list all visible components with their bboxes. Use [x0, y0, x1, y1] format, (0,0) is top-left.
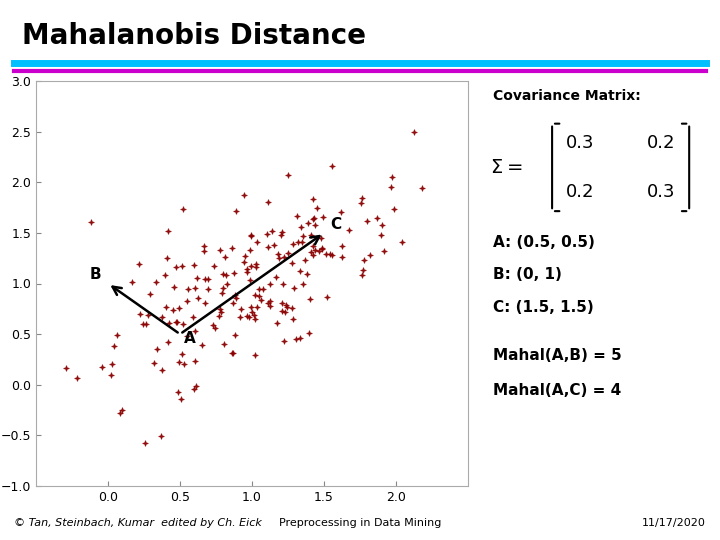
Text: Mahal(A,B) = 5: Mahal(A,B) = 5: [493, 348, 622, 363]
Text: 0.2: 0.2: [566, 183, 595, 201]
Text: 0.2: 0.2: [647, 134, 675, 152]
Text: 11/17/2020: 11/17/2020: [642, 518, 706, 528]
Text: 0.3: 0.3: [566, 134, 595, 152]
Text: B: (0, 1): B: (0, 1): [493, 267, 562, 282]
Text: A: A: [184, 331, 196, 346]
Text: © Tan, Steinbach, Kumar  edited by Ch. Eick: © Tan, Steinbach, Kumar edited by Ch. Ei…: [14, 518, 262, 528]
Text: $\Sigma=$: $\Sigma=$: [490, 158, 522, 177]
Text: 0.3: 0.3: [647, 183, 675, 201]
Text: Preprocessing in Data Mining: Preprocessing in Data Mining: [279, 518, 441, 528]
Text: B: B: [89, 267, 101, 282]
Text: A: (0.5, 0.5): A: (0.5, 0.5): [493, 235, 595, 250]
Text: C: (1.5, 1.5): C: (1.5, 1.5): [493, 300, 594, 315]
Text: Covariance Matrix:: Covariance Matrix:: [493, 89, 641, 103]
Text: Mahal(A,C) = 4: Mahal(A,C) = 4: [493, 383, 621, 399]
Text: C: C: [330, 217, 341, 232]
Text: Mahalanobis Distance: Mahalanobis Distance: [22, 22, 366, 50]
